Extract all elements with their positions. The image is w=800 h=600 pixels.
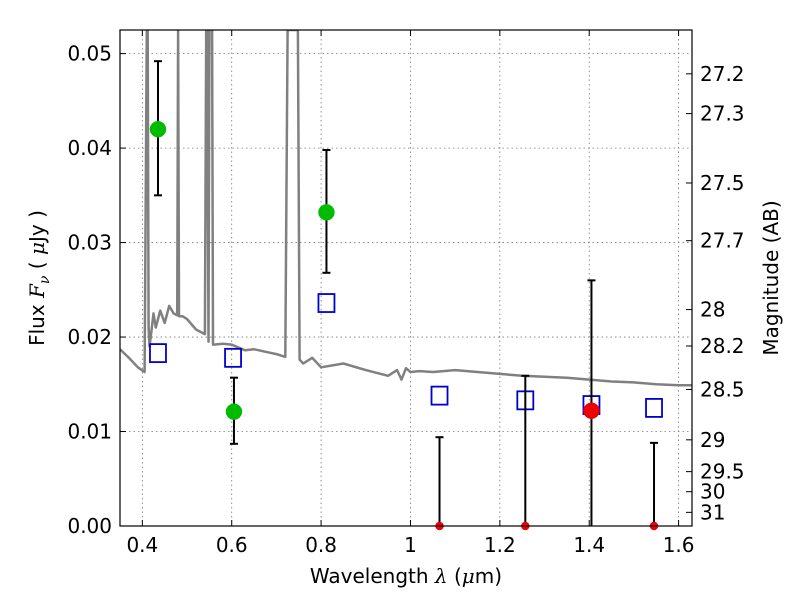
mag-tick-label: 27.2 bbox=[700, 62, 745, 86]
series-layer bbox=[120, 30, 692, 387]
x-tick-label: 1.2 bbox=[484, 533, 516, 557]
model-photometry-square bbox=[317, 293, 336, 313]
y-tick-label: 0.03 bbox=[67, 231, 112, 255]
y-tick-label: 0.05 bbox=[67, 42, 112, 66]
y-tick-label: 0.02 bbox=[67, 325, 112, 349]
mag-tick-label: 28 bbox=[700, 298, 725, 322]
model-photometry-square bbox=[149, 343, 167, 364]
model-photometry-square bbox=[224, 347, 242, 368]
x-axis-title: Wavelength λ (μm) bbox=[310, 564, 502, 588]
low-sn-point bbox=[583, 402, 600, 419]
y-tick-label: 0.01 bbox=[67, 420, 112, 444]
x-tick-label: 1 bbox=[404, 533, 417, 557]
model-photometry-square bbox=[645, 398, 663, 418]
mag-tick-label: 27.5 bbox=[700, 171, 745, 195]
mag-tick-label: 27.7 bbox=[700, 229, 745, 253]
detection-point bbox=[149, 120, 167, 138]
mag-tick-label: 31 bbox=[700, 500, 725, 524]
x-tick-label: 0.6 bbox=[216, 533, 248, 557]
plot-area bbox=[120, 30, 692, 526]
mag-tick-label: 29.5 bbox=[700, 460, 745, 484]
plot-content bbox=[120, 30, 692, 387]
detection-point bbox=[225, 403, 243, 420]
plot-frame bbox=[119, 29, 693, 527]
model-photometry-square bbox=[430, 385, 449, 406]
x-tick-label: 0.8 bbox=[305, 533, 337, 557]
mag-tick-label: 27.3 bbox=[700, 102, 745, 126]
overlay-layer bbox=[149, 60, 663, 531]
mag-tick-label: 30 bbox=[700, 480, 725, 504]
magnitude-axis-title: Magnitude (AB) bbox=[759, 200, 783, 355]
mag-tick-label: 29 bbox=[700, 428, 725, 452]
x-tick-label: 1.4 bbox=[573, 533, 605, 557]
detection-point bbox=[318, 204, 335, 221]
x-tick-label: 0.4 bbox=[126, 533, 158, 557]
y-axis-title: Flux Fν ( μJy ) bbox=[25, 210, 53, 346]
x-tick-label: 1.6 bbox=[663, 533, 695, 557]
mag-tick-label: 28.2 bbox=[700, 334, 745, 358]
ticks: 0.4 0.6 0.8 1 1.2 1.4 1.6 0.00 0.01 0.02 0.03 0.04 0… bbox=[67, 30, 745, 557]
mag-tick-label: 28.5 bbox=[700, 377, 745, 401]
model-spectrum-line bbox=[120, 30, 692, 387]
y-tick-label: 0.00 bbox=[67, 514, 112, 538]
y-tick-label: 0.04 bbox=[67, 136, 112, 160]
